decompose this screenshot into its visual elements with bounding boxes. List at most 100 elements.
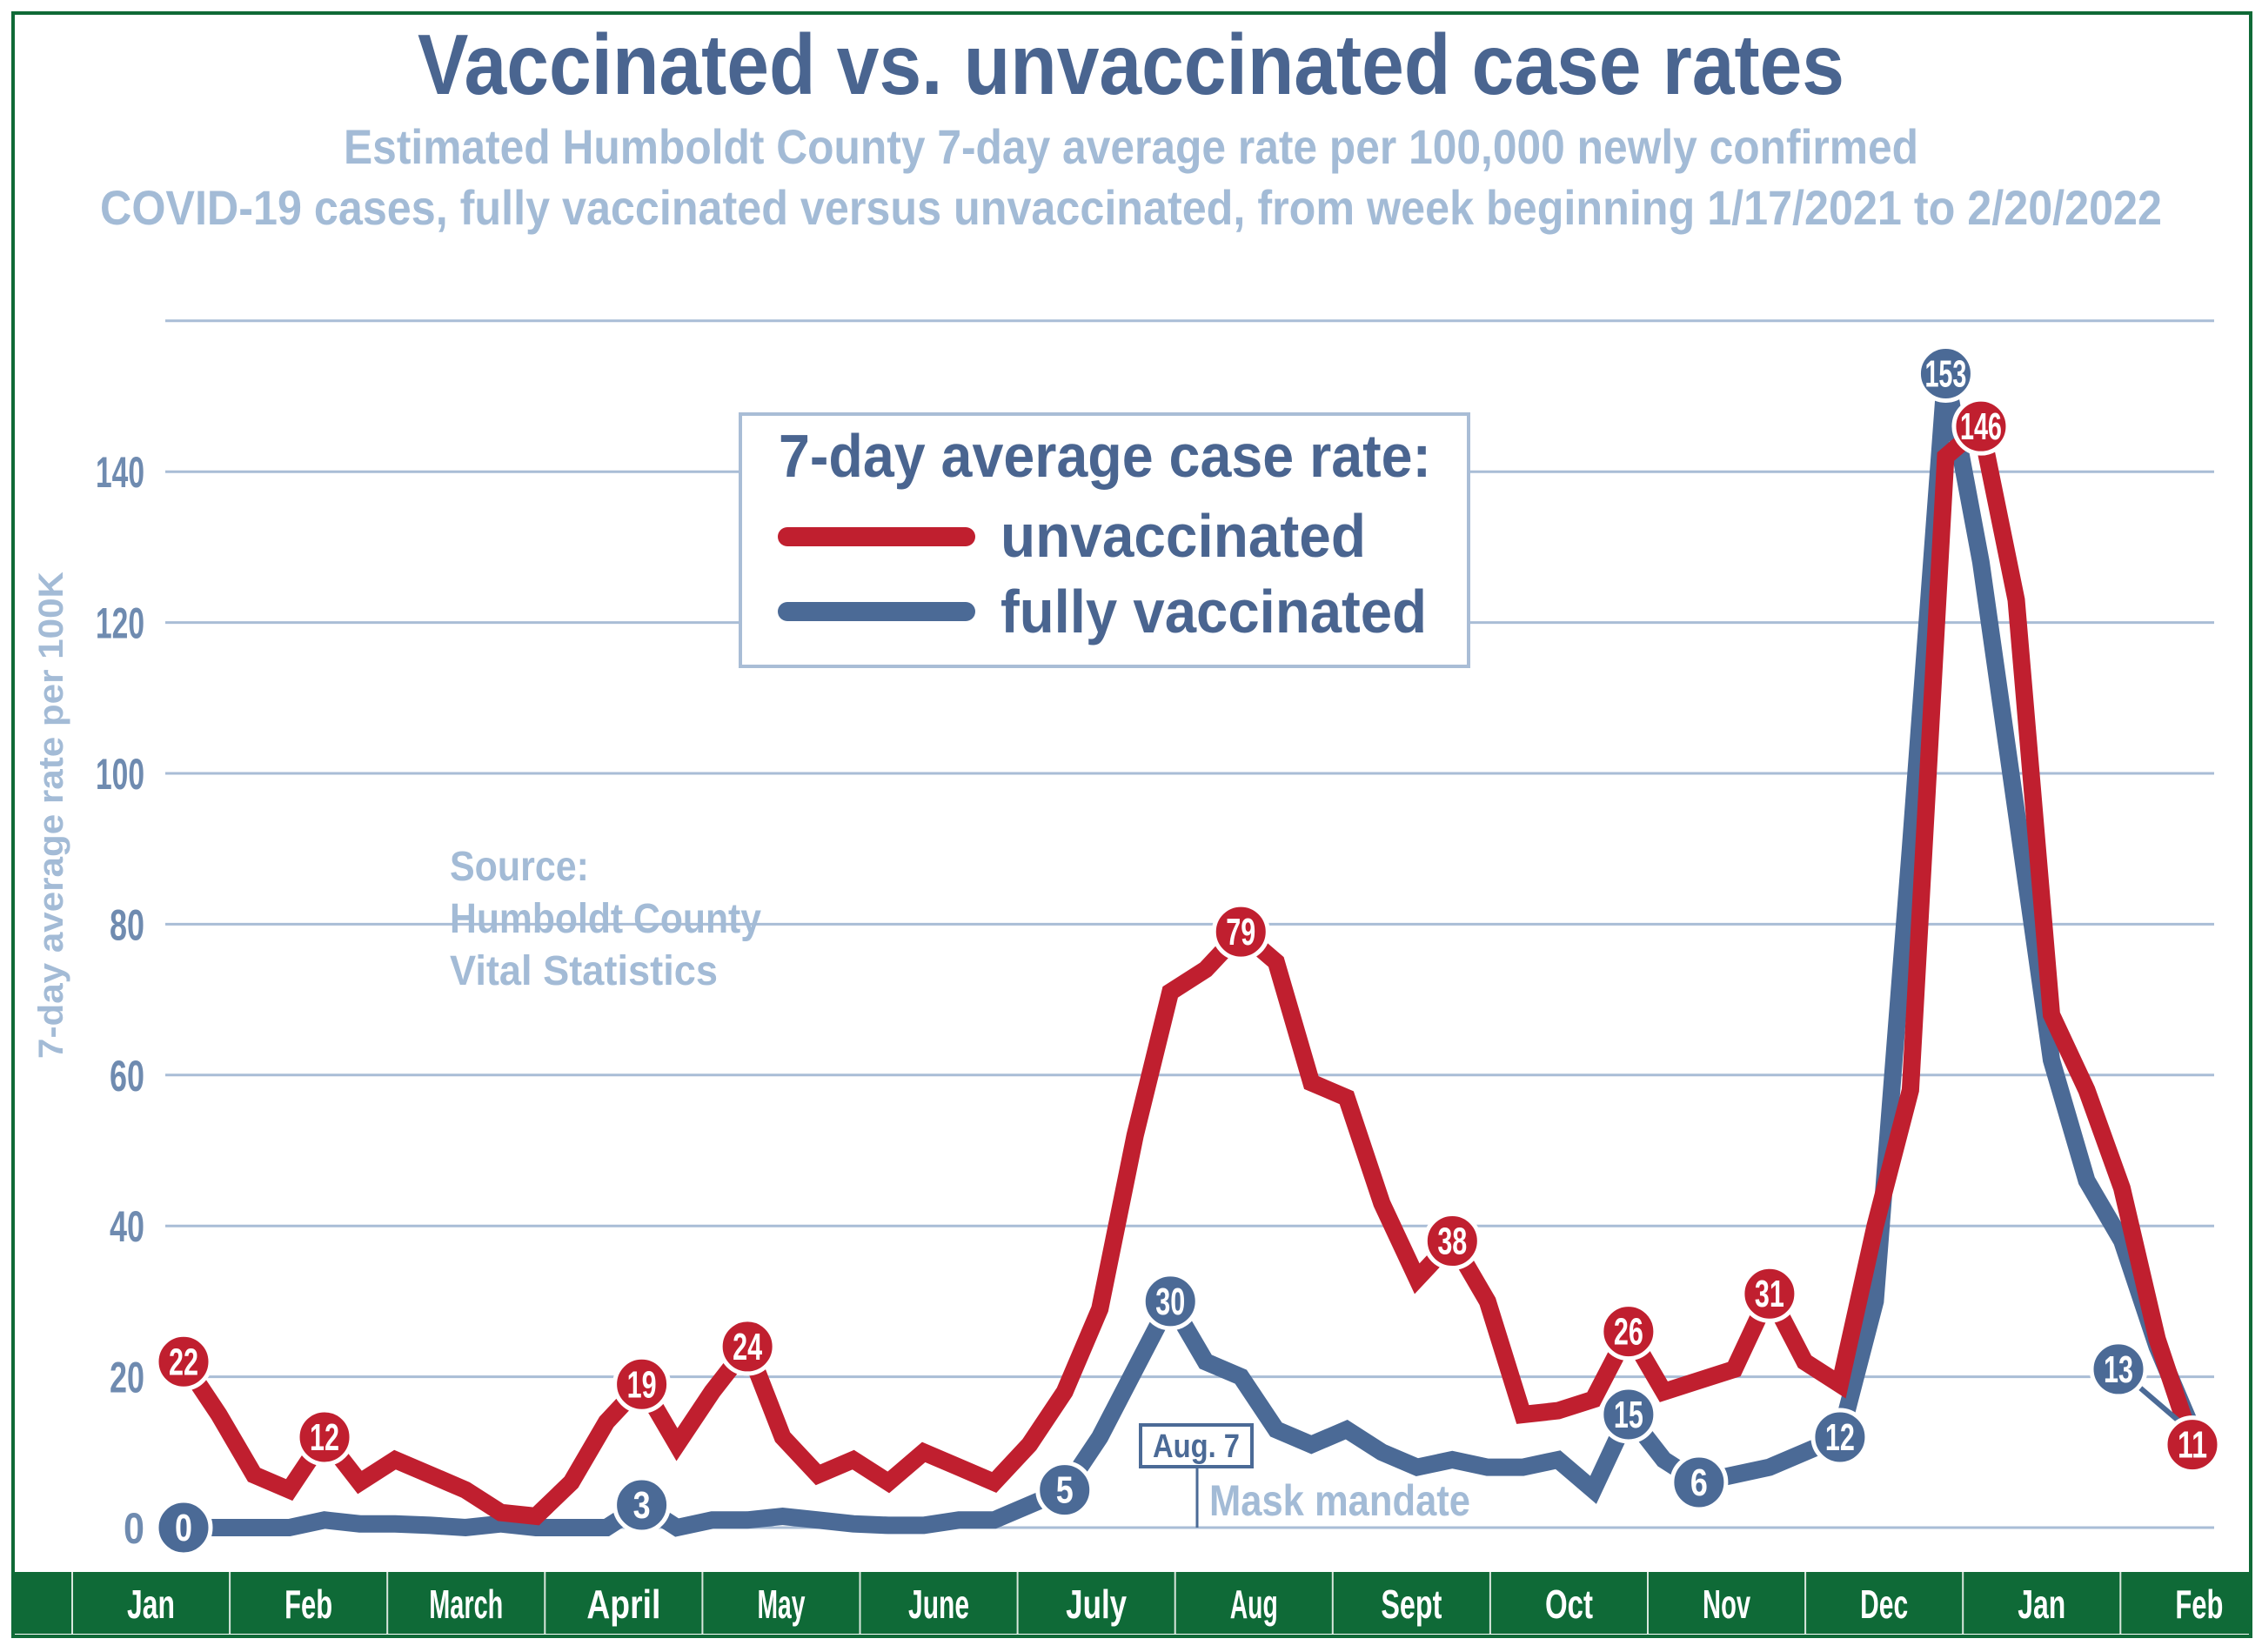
y-tick-label: 40 xyxy=(110,1202,144,1251)
data-label-text: 22 xyxy=(169,1341,198,1383)
data-point-marker xyxy=(2163,1415,2222,1475)
data-point-marker xyxy=(154,1332,213,1391)
chart-subtitle-line-2: COVID-19 cases, fully vaccinated versus … xyxy=(100,180,2162,235)
data-label-text: 153 xyxy=(1924,352,1966,395)
source-line-2: Humboldt County xyxy=(450,896,761,942)
data-label-text: 11 xyxy=(2178,1424,2207,1467)
legend-title: 7-day average case rate: xyxy=(779,422,1431,490)
series-line-unvaccinated xyxy=(176,410,2201,1526)
data-label-text: 6 xyxy=(1690,1461,1708,1504)
data-label-unvaccinated: 22 xyxy=(154,1332,213,1391)
data-point-marker xyxy=(154,1498,213,1557)
legend: 7-day average case rate: unvaccinated fu… xyxy=(739,412,1470,668)
month-label: Feb xyxy=(284,1582,332,1627)
month-label: Feb xyxy=(2175,1582,2223,1627)
month-label: March xyxy=(429,1582,503,1627)
month-label: Jan xyxy=(2018,1582,2065,1627)
data-label-unvaccinated: 11 xyxy=(2163,1415,2222,1475)
data-point-marker xyxy=(1599,1302,1658,1361)
month-label: July xyxy=(1066,1582,1127,1627)
data-label-unvaccinated: 26 xyxy=(1599,1302,1658,1361)
month-label: Aug xyxy=(1230,1582,1278,1627)
chart-subtitle-line-1: Estimated Humboldt County 7-day average … xyxy=(344,119,1918,174)
data-point-marker xyxy=(1916,344,1975,403)
month-axis-bar: Jan Feb March April May June July Aug Sept Oct Nov… xyxy=(11,1572,2251,1634)
series-lines xyxy=(176,371,2201,1537)
data-label-text: 31 xyxy=(1755,1273,1784,1315)
y-tick-label: 60 xyxy=(110,1052,144,1100)
data-label-text: 79 xyxy=(1226,911,1255,953)
data-point-marker xyxy=(1422,1212,1482,1271)
month-label: April xyxy=(586,1582,660,1627)
data-label-text: 13 xyxy=(2104,1348,2133,1391)
y-tick-label: 140 xyxy=(96,448,144,497)
legend-label-unvaccinated: unvaccinated xyxy=(1000,502,1366,570)
data-point-marker xyxy=(1211,902,1270,961)
y-tick-label: 100 xyxy=(96,750,144,799)
y-tick-label: 0 xyxy=(124,1504,144,1553)
data-label-vaccinated: 3 xyxy=(612,1475,672,1535)
data-label-text: 26 xyxy=(1614,1311,1643,1354)
data-label-unvaccinated: 146 xyxy=(1951,397,2011,456)
chart-title: Vaccinated vs. unvaccinated case rates xyxy=(418,17,1844,112)
data-label-vaccinated: 5 xyxy=(1035,1461,1094,1520)
data-label-vaccinated: 13 xyxy=(2089,1340,2148,1399)
source-annotation: Source: Humboldt County Vital Statistics xyxy=(450,844,761,994)
event-date-box xyxy=(1139,1423,1254,1468)
data-label-text: 3 xyxy=(633,1484,651,1527)
data-label-text: 146 xyxy=(1960,405,2002,448)
data-label-text: 0 xyxy=(175,1507,192,1549)
data-label-unvaccinated: 79 xyxy=(1211,902,1270,961)
event-date: Aug. 7 xyxy=(1153,1428,1240,1465)
month-bar-background xyxy=(11,1572,2251,1634)
data-label-text: 19 xyxy=(627,1363,657,1406)
month-label: May xyxy=(757,1582,805,1627)
data-point-marker xyxy=(1599,1385,1658,1444)
data-point-marker xyxy=(1035,1461,1094,1520)
month-label: Dec xyxy=(1860,1582,1908,1627)
data-point-marker xyxy=(1810,1408,1870,1467)
data-point-marker xyxy=(1951,397,2011,456)
event-label: Mask mandate xyxy=(1209,1476,1470,1525)
series-line-vaccinated xyxy=(184,371,2201,1537)
y-tick-label: 80 xyxy=(110,900,144,949)
y-tick-label: 20 xyxy=(110,1354,144,1402)
data-point-marker xyxy=(295,1408,354,1467)
data-point-marker xyxy=(612,1475,672,1535)
data-point-marker xyxy=(1141,1272,1200,1331)
source-line-1: Source: xyxy=(450,844,589,890)
y-axis-label: 7-day average rate per 100K xyxy=(32,572,70,1059)
data-point-marker xyxy=(2089,1340,2148,1399)
mask-mandate-annotation: Aug. 7 Mask mandate xyxy=(1139,1423,1470,1528)
legend-label-vaccinated: fully vaccinated xyxy=(1000,578,1427,645)
month-label: Oct xyxy=(1545,1582,1593,1627)
data-label-vaccinated: 0 xyxy=(154,1498,213,1557)
data-label-vaccinated: 6 xyxy=(1670,1453,1729,1512)
month-label: Nov xyxy=(1703,1582,1750,1627)
data-label-vaccinated: 12 xyxy=(1810,1408,1870,1467)
data-label-text: 12 xyxy=(310,1416,339,1459)
month-label: Sept xyxy=(1381,1582,1442,1627)
data-label-text: 24 xyxy=(733,1326,762,1368)
data-label-vaccinated: 15 xyxy=(1599,1385,1658,1444)
data-point-marker xyxy=(1670,1453,1729,1512)
data-label-text: 5 xyxy=(1056,1469,1074,1512)
data-label-unvaccinated: 12 xyxy=(295,1408,354,1467)
data-label-vaccinated: 30 xyxy=(1141,1272,1200,1331)
month-label: Jan xyxy=(127,1582,175,1627)
data-label-unvaccinated: 24 xyxy=(718,1317,777,1376)
data-point-marker xyxy=(1740,1264,1799,1323)
data-label-unvaccinated: 19 xyxy=(612,1354,672,1414)
y-axis-ticks: 0 20 40 60 80 100 120 140 xyxy=(96,448,144,1553)
data-point-marker xyxy=(612,1354,672,1414)
y-tick-label: 120 xyxy=(96,599,144,648)
month-label: June xyxy=(908,1582,969,1627)
data-label-unvaccinated: 31 xyxy=(1740,1264,1799,1323)
data-label-text: 38 xyxy=(1437,1221,1467,1263)
data-label-text: 30 xyxy=(1155,1281,1185,1323)
data-point-marker xyxy=(718,1317,777,1376)
data-label-vaccinated: 153 xyxy=(1916,344,1975,403)
data-labels: 0 3 5 30 15 6 12 153 13 22 12 19 24 79 38 26 31 146 11 xyxy=(154,344,2222,1557)
source-line-3: Vital Statistics xyxy=(450,948,718,994)
